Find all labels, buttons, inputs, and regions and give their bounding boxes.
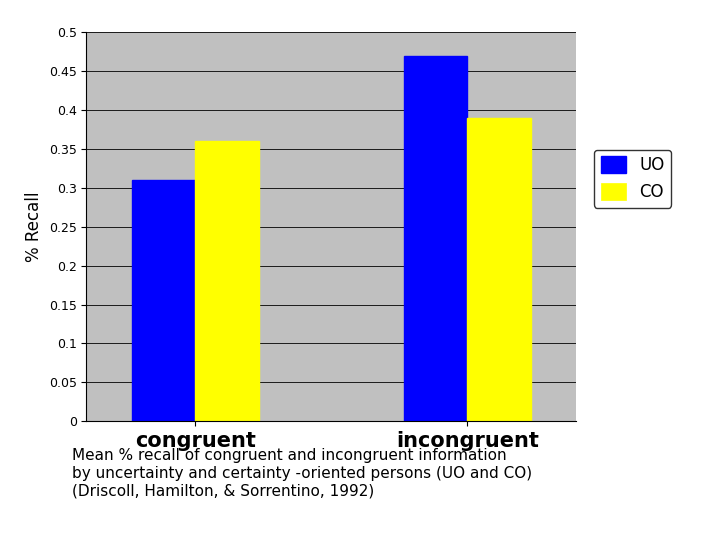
Y-axis label: % Recall: % Recall bbox=[25, 192, 43, 262]
Bar bbox=[195, 141, 258, 421]
Bar bbox=[404, 56, 467, 421]
Text: Mean % recall of congruent and incongruent information
by uncertainty and certai: Mean % recall of congruent and incongrue… bbox=[72, 448, 532, 498]
Legend: UO, CO: UO, CO bbox=[594, 150, 671, 207]
Bar bbox=[467, 118, 531, 421]
Bar bbox=[132, 180, 195, 421]
